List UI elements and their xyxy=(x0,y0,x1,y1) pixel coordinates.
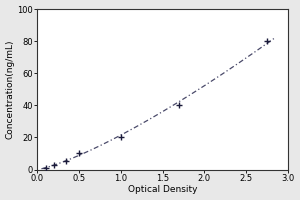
Y-axis label: Concentration(ng/mL): Concentration(ng/mL) xyxy=(6,40,15,139)
X-axis label: Optical Density: Optical Density xyxy=(128,185,197,194)
